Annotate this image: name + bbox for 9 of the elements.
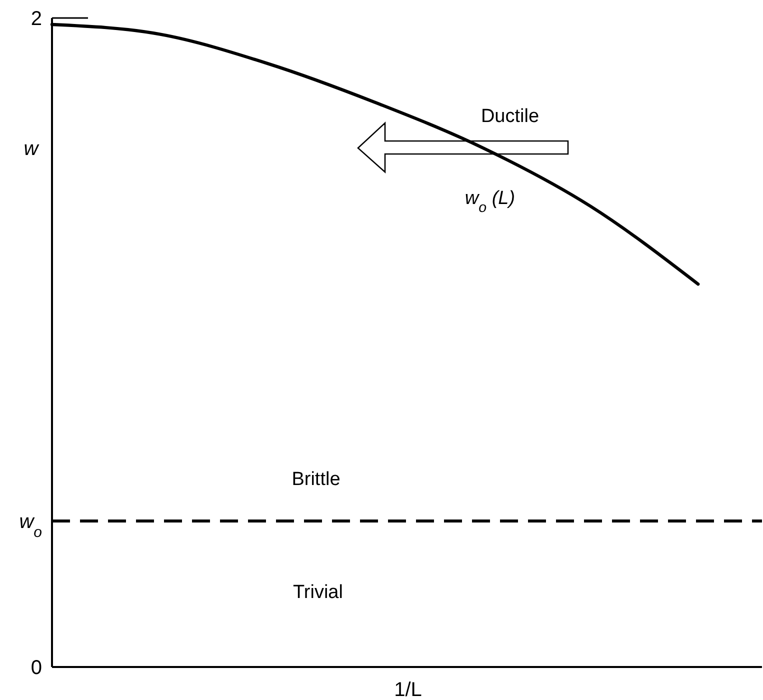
annotation: w$_{o}$ (L)	[464, 188, 516, 216]
annotation: Ductile	[480, 106, 540, 127]
x-axis-title: 1/L	[394, 679, 422, 700]
annotation: Trivial	[293, 582, 343, 603]
y-tick-label: w$_{o}$	[19, 510, 42, 540]
annotation: Brittle	[292, 469, 340, 490]
y-axis-title: w	[24, 138, 40, 160]
y-tick-label: 0	[30, 657, 42, 679]
y-tick-label: 2	[30, 8, 42, 30]
